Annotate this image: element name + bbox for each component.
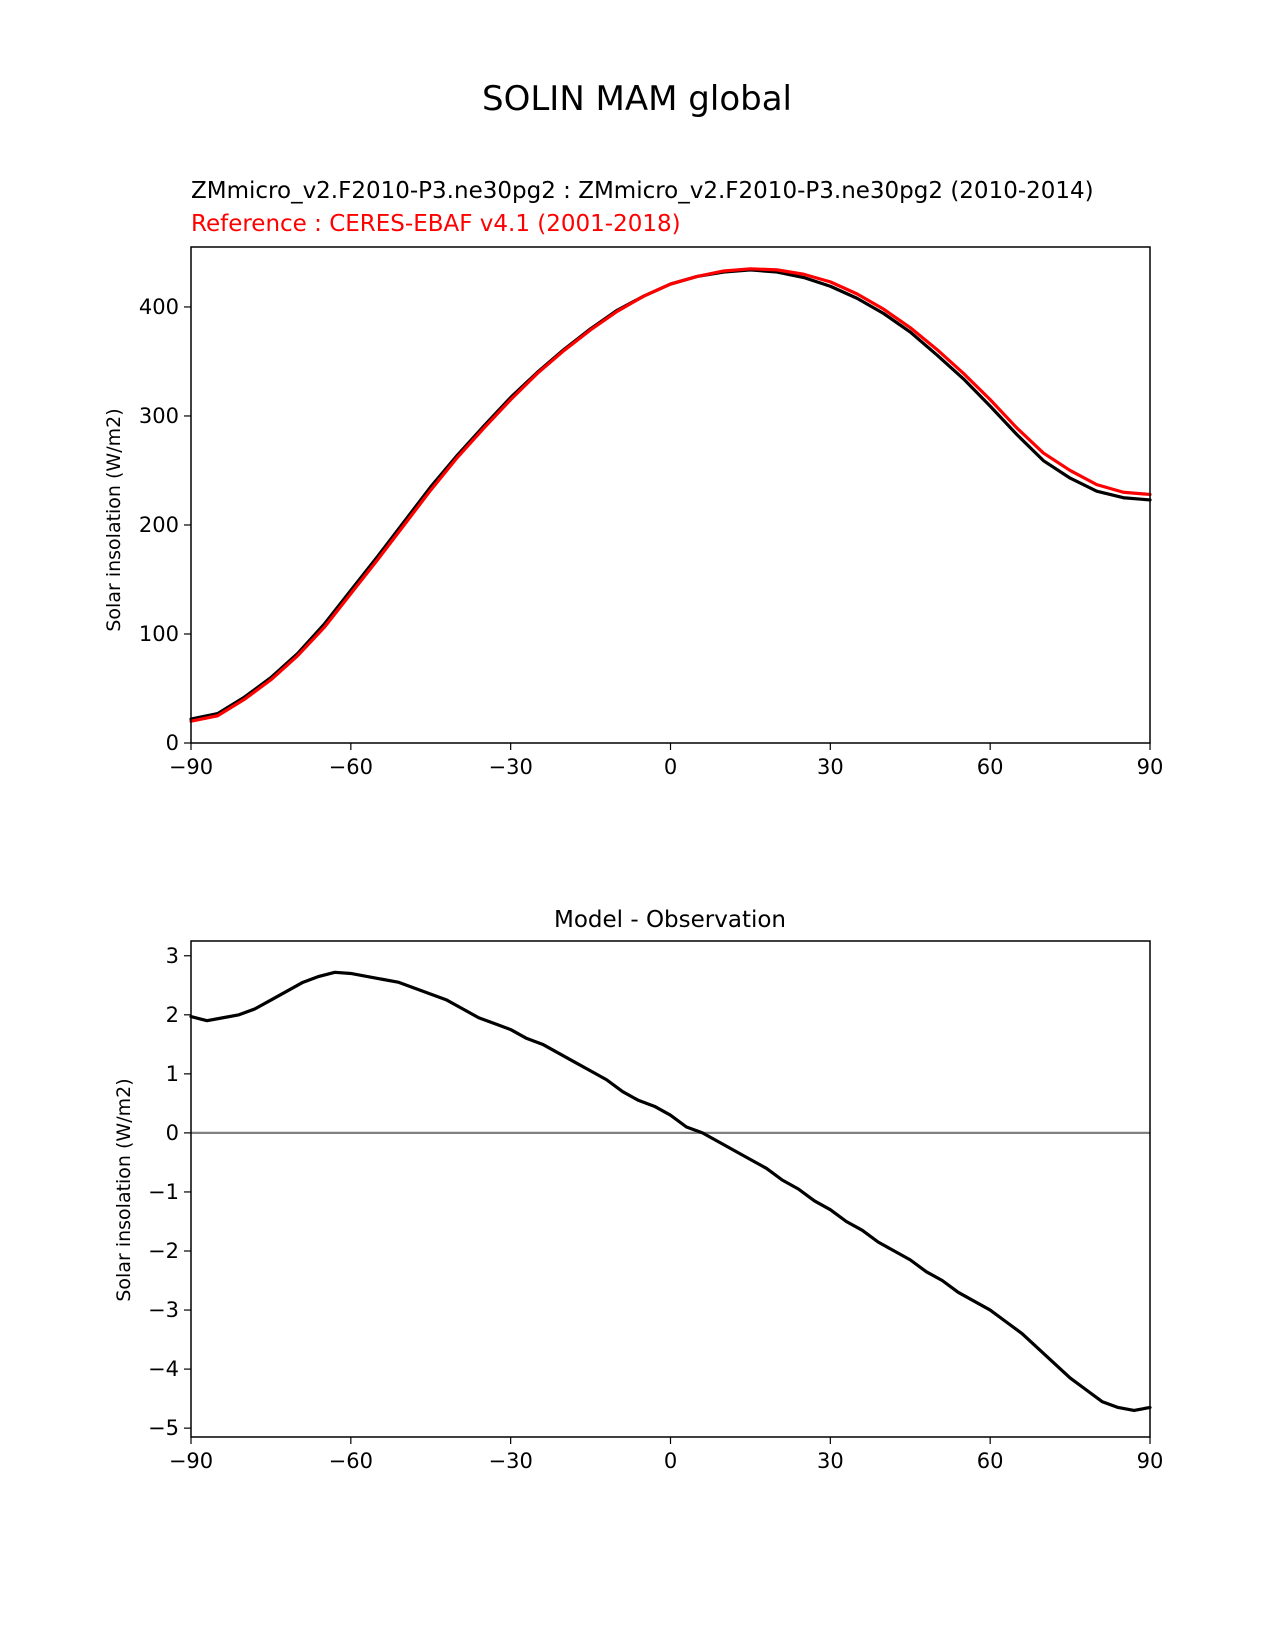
bottom-panel: Model - Observation Solar insolation (W/… — [113, 907, 1163, 1473]
ytick-label: 400 — [139, 295, 179, 319]
xtick-label: −90 — [169, 1449, 213, 1473]
top-title-line2: Reference : CERES-EBAF v4.1 (2001-2018) — [191, 211, 681, 237]
xtick-label: −60 — [329, 755, 373, 779]
figure-suptitle: SOLIN MAM global — [482, 79, 792, 119]
ytick-label: −4 — [148, 1357, 179, 1381]
ytick-label: −5 — [148, 1416, 179, 1440]
xtick-label: 90 — [1137, 1449, 1164, 1473]
bottom-title: Model - Observation — [554, 907, 786, 933]
xtick-label: 60 — [977, 1449, 1004, 1473]
ytick-label: 1 — [166, 1062, 179, 1086]
ytick-label: 300 — [139, 404, 179, 428]
ytick-label: −3 — [148, 1298, 179, 1322]
xtick-label: 90 — [1137, 755, 1164, 779]
xtick-label: −90 — [169, 755, 213, 779]
ytick-label: −2 — [148, 1239, 179, 1263]
test-series-line — [189, 970, 1152, 1413]
bottom-axes-frame — [190, 940, 1151, 1438]
top-plot-lines — [189, 267, 1152, 723]
xtick-label: 0 — [664, 755, 677, 779]
xtick-label: −30 — [489, 1449, 533, 1473]
ytick-label: 0 — [166, 731, 179, 755]
xtick-label: 30 — [817, 755, 844, 779]
reference-series-line — [189, 267, 1152, 723]
bottom-plot-lines — [189, 970, 1152, 1413]
xtick-label: −60 — [329, 1449, 373, 1473]
ytick-label: 100 — [139, 622, 179, 646]
top-axes-frame — [190, 246, 1151, 744]
xtick-label: 30 — [817, 1449, 844, 1473]
xtick-label: −30 — [489, 755, 533, 779]
test-series-line — [189, 268, 1152, 721]
ytick-label: 0 — [166, 1121, 179, 1145]
xtick-label: 60 — [977, 755, 1004, 779]
top-ylabel: Solar insolation (W/m2) — [103, 408, 125, 631]
top-title-line1: ZMmicro_v2.F2010-P3.ne30pg2 : ZMmicro_v2… — [191, 178, 1094, 204]
top-panel: ZMmicro_v2.F2010-P3.ne30pg2 : ZMmicro_v2… — [103, 178, 1163, 779]
bottom-ylabel: Solar insolation (W/m2) — [113, 1078, 135, 1301]
ytick-label: −1 — [148, 1180, 179, 1204]
bottom-ticks: −90 −60 −30 0 30 60 90 3 2 1 0 −1 −2 −3 −4 −5 — [148, 944, 1163, 1473]
xtick-label: 0 — [664, 1449, 677, 1473]
top-ticks: −90 −60 −30 0 30 60 90 0 100 200 300 400 — [139, 295, 1163, 779]
ytick-label: 2 — [166, 1003, 179, 1027]
ytick-label: 200 — [139, 513, 179, 537]
ytick-label: 3 — [166, 944, 179, 968]
